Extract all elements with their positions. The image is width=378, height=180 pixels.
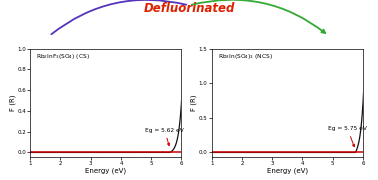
X-axis label: Energy (eV): Energy (eV)	[267, 167, 308, 174]
Text: Defluorinated: Defluorinated	[143, 2, 235, 15]
Text: Rb$_3$In(SO$_4$)$_3$ (NCS): Rb$_3$In(SO$_4$)$_3$ (NCS)	[218, 52, 273, 61]
Y-axis label: F (R): F (R)	[9, 94, 16, 111]
X-axis label: Energy (eV): Energy (eV)	[85, 167, 126, 174]
Text: Eg = 5.62 eV: Eg = 5.62 eV	[145, 128, 184, 146]
Text: Rb$_2$InF$_3$(SO$_4$) (CS): Rb$_2$InF$_3$(SO$_4$) (CS)	[36, 52, 90, 61]
Text: Eg = 5.75 eV: Eg = 5.75 eV	[328, 126, 367, 147]
Y-axis label: F (R): F (R)	[191, 94, 197, 111]
